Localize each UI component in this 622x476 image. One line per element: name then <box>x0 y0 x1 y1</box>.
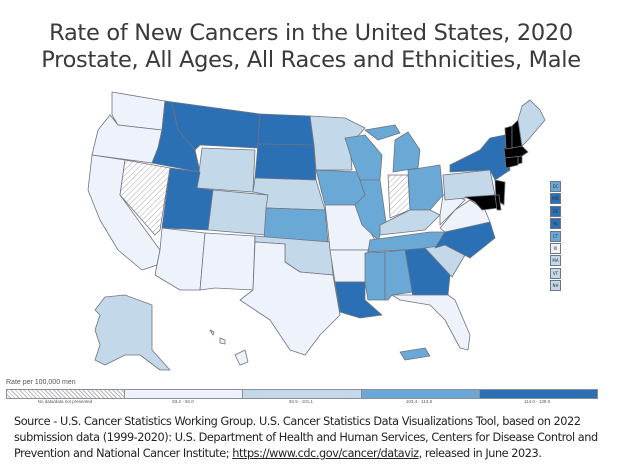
state-AR[interactable] <box>329 249 369 283</box>
state-TX[interactable] <box>239 241 341 356</box>
state-box-DC[interactable]: DC <box>550 181 561 192</box>
state-FL[interactable] <box>391 294 471 351</box>
legend-swatch-bin-1 <box>125 390 244 398</box>
legend-swatch-bin-4 <box>479 390 598 398</box>
legend-label-bin-2: 92.5 - 101.1 <box>288 399 314 404</box>
state-MD[interactable] <box>464 194 499 211</box>
state-RI[interactable] <box>517 155 523 165</box>
state-box-MA[interactable]: MA <box>550 255 561 267</box>
state-NM[interactable] <box>199 232 256 291</box>
map-title: Rate of New Cancers in the United States… <box>49 20 573 46</box>
legend-label-bin-4: 114.0 - 139.0 <box>523 399 551 404</box>
source-link[interactable]: https://www.cdc.gov/cancer/dataviz <box>232 447 419 460</box>
state-DE[interactable] <box>494 194 502 211</box>
state-AK[interactable] <box>94 294 171 371</box>
state-box-VT[interactable]: VT <box>550 267 561 279</box>
state-PR[interactable] <box>399 347 431 361</box>
state-OH[interactable] <box>407 164 444 211</box>
source-text-end: , released in June 2023. <box>418 447 542 460</box>
state-MI[interactable] <box>364 124 421 173</box>
source-text: Source - U.S. Cancer Statistics Working … <box>14 415 598 460</box>
state-box-MD[interactable]: MD <box>550 193 561 205</box>
legend-bar <box>6 389 598 399</box>
state-WV[interactable] <box>439 194 466 226</box>
legend-swatch-bin-3 <box>361 390 480 398</box>
state-HI[interactable] <box>209 329 249 366</box>
state-box-NH[interactable]: NH <box>550 280 561 292</box>
legend-labels: No data/data not presented 83.2 - 92.0 9… <box>6 399 596 404</box>
state-GA[interactable] <box>404 247 451 298</box>
legend-swatch-no-data <box>7 390 126 398</box>
state-SD[interactable] <box>254 143 317 181</box>
state-WA[interactable] <box>111 91 166 131</box>
state-box-RI[interactable]: RI <box>550 243 561 254</box>
state-WY[interactable] <box>196 147 256 193</box>
state-CO[interactable] <box>207 189 269 236</box>
state-ND[interactable] <box>257 113 315 146</box>
legend-label-bin-3: 103.4 - 113.5 <box>405 399 433 404</box>
state-NV[interactable] <box>119 159 171 236</box>
state-KS[interactable] <box>263 207 329 243</box>
state-NY[interactable] <box>449 134 511 181</box>
legend-title: Rate per 100,000 men <box>6 379 76 386</box>
state-VT[interactable] <box>504 125 513 150</box>
source-citation: Source - U.S. Cancer Statistics Working … <box>14 414 614 462</box>
us-choropleth-map <box>87 91 546 371</box>
state-KY[interactable] <box>379 209 441 236</box>
map-subtitle: Prostate, All Ages, All Races and Ethnic… <box>41 47 581 73</box>
legend-label-bin-1: 83.2 - 92.0 <box>172 399 194 404</box>
state-MS[interactable] <box>364 251 386 301</box>
state-IA[interactable] <box>315 169 366 206</box>
state-box-CT[interactable]: CT <box>550 230 561 242</box>
state-IL[interactable] <box>354 179 387 241</box>
state-ME[interactable] <box>517 99 546 147</box>
legend-label-no-data: No data/data not presented <box>37 399 93 404</box>
state-AZ[interactable] <box>154 227 206 291</box>
legend-swatch-bin-2 <box>243 390 362 398</box>
state-box-DE[interactable]: DE <box>550 205 561 217</box>
state-box-NJ[interactable]: NJ <box>550 218 561 230</box>
